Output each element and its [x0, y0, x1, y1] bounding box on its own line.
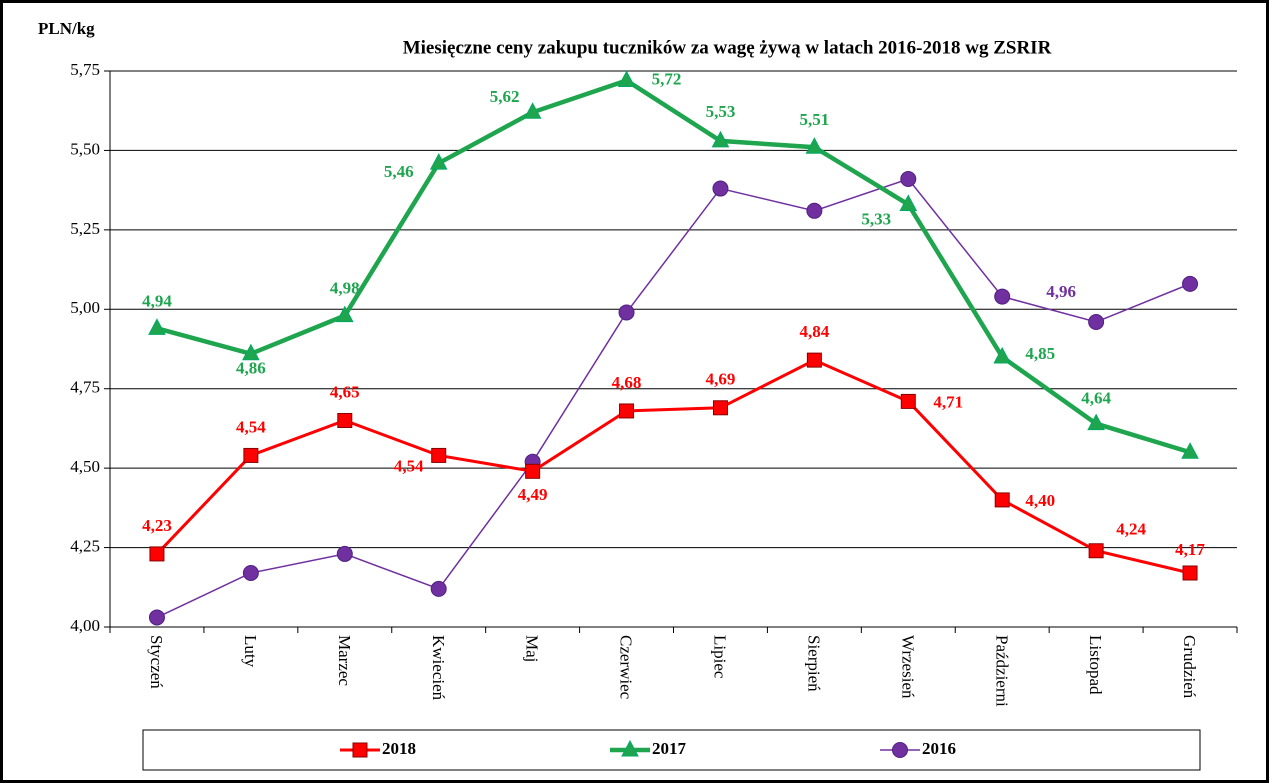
point	[148, 318, 166, 335]
data-label: 4,71	[933, 392, 963, 411]
legend-label: 2017	[652, 739, 687, 758]
legend-label: 2018	[382, 739, 416, 758]
data-label: 4,64	[1081, 389, 1111, 408]
x-tick-label: Maj	[523, 635, 542, 662]
data-label: 4,85	[1025, 344, 1055, 363]
data-label: 4,96	[1046, 282, 1076, 301]
legend-marker	[621, 739, 639, 757]
point	[1087, 413, 1105, 431]
point	[430, 580, 447, 597]
x-tick-label: Kwiecień	[429, 635, 448, 701]
data-label: 4,94	[142, 291, 172, 310]
data-label: 4,68	[612, 373, 642, 392]
x-tick-label: Luty	[241, 635, 260, 668]
x-tick-label: Grudzień	[1180, 635, 1199, 699]
data-label: 4,49	[518, 485, 548, 504]
point	[336, 545, 353, 562]
data-label: 4,86	[236, 359, 266, 378]
point	[900, 393, 916, 409]
point	[242, 564, 259, 581]
series-line	[156, 78, 1191, 455]
data-label: 5,51	[800, 110, 830, 129]
data-label: 4,54	[236, 417, 266, 436]
x-tick-label: Czerwiec	[617, 635, 636, 700]
y-tick-label: 5,25	[70, 219, 100, 238]
y-tick-label: 4,00	[70, 616, 100, 635]
data-label: 5,72	[652, 69, 682, 88]
y-tick-label: 4,75	[70, 378, 100, 397]
data-label: 5,46	[384, 162, 414, 181]
x-tick-label: Listopad	[1086, 635, 1105, 695]
y-tick-label: 5,00	[70, 298, 100, 317]
point	[805, 137, 824, 154]
data-label: 4,69	[706, 370, 736, 389]
point	[525, 463, 541, 479]
x-tick-label: Marzec	[335, 635, 354, 686]
data-label: 4,40	[1025, 491, 1055, 510]
x-tick-label: Wrzesień	[898, 635, 917, 699]
data-label: 4,98	[330, 279, 360, 298]
data-label: 4,54	[394, 456, 424, 475]
point	[1088, 543, 1104, 559]
series-line	[156, 178, 1191, 619]
point	[1182, 565, 1198, 581]
point	[993, 346, 1012, 364]
y-axis-label: PLN/kg	[38, 19, 95, 38]
point	[994, 492, 1010, 508]
legend-label: 2016	[922, 739, 956, 758]
x-tick-label: Październi	[992, 635, 1011, 707]
point	[242, 343, 260, 361]
point	[1182, 275, 1199, 292]
point	[900, 171, 917, 188]
y-tick-label: 5,75	[70, 60, 100, 79]
point	[335, 305, 354, 323]
point	[712, 400, 728, 416]
point	[243, 447, 259, 463]
point	[429, 153, 448, 170]
legend-marker	[892, 742, 908, 758]
point	[617, 70, 636, 88]
chart-title: Miesięczne ceny zakupu tuczników za wagę…	[403, 37, 1052, 58]
point	[149, 546, 165, 562]
legend	[142, 729, 1201, 771]
point	[148, 609, 165, 626]
data-label: 4,65	[330, 382, 360, 401]
data-label: 4,23	[142, 516, 172, 535]
series-line	[155, 358, 1191, 575]
data-label: 4,24	[1116, 520, 1146, 539]
point	[337, 412, 353, 428]
point	[899, 194, 918, 211]
point	[806, 202, 823, 219]
point	[618, 304, 635, 321]
y-tick-label: 4,25	[70, 536, 100, 555]
point	[523, 102, 542, 119]
y-tick-label: 5,50	[70, 139, 100, 158]
data-label: 4,17	[1175, 540, 1205, 559]
data-label: 5,33	[861, 209, 891, 228]
data-label: 5,62	[490, 87, 520, 106]
point	[1181, 442, 1199, 459]
point	[711, 130, 730, 148]
point	[1088, 313, 1105, 330]
point	[994, 288, 1011, 305]
point	[712, 180, 729, 197]
legend-marker	[352, 742, 368, 758]
point	[806, 352, 822, 368]
point	[431, 447, 447, 463]
x-tick-label: Styczeń	[147, 635, 166, 689]
point	[619, 403, 635, 419]
data-label: 4,84	[800, 322, 830, 341]
data-label: 5,53	[706, 102, 736, 121]
x-tick-label: Sierpień	[804, 635, 823, 692]
x-tick-label: Lipiec	[711, 635, 730, 679]
y-tick-label: 4,50	[70, 457, 100, 476]
